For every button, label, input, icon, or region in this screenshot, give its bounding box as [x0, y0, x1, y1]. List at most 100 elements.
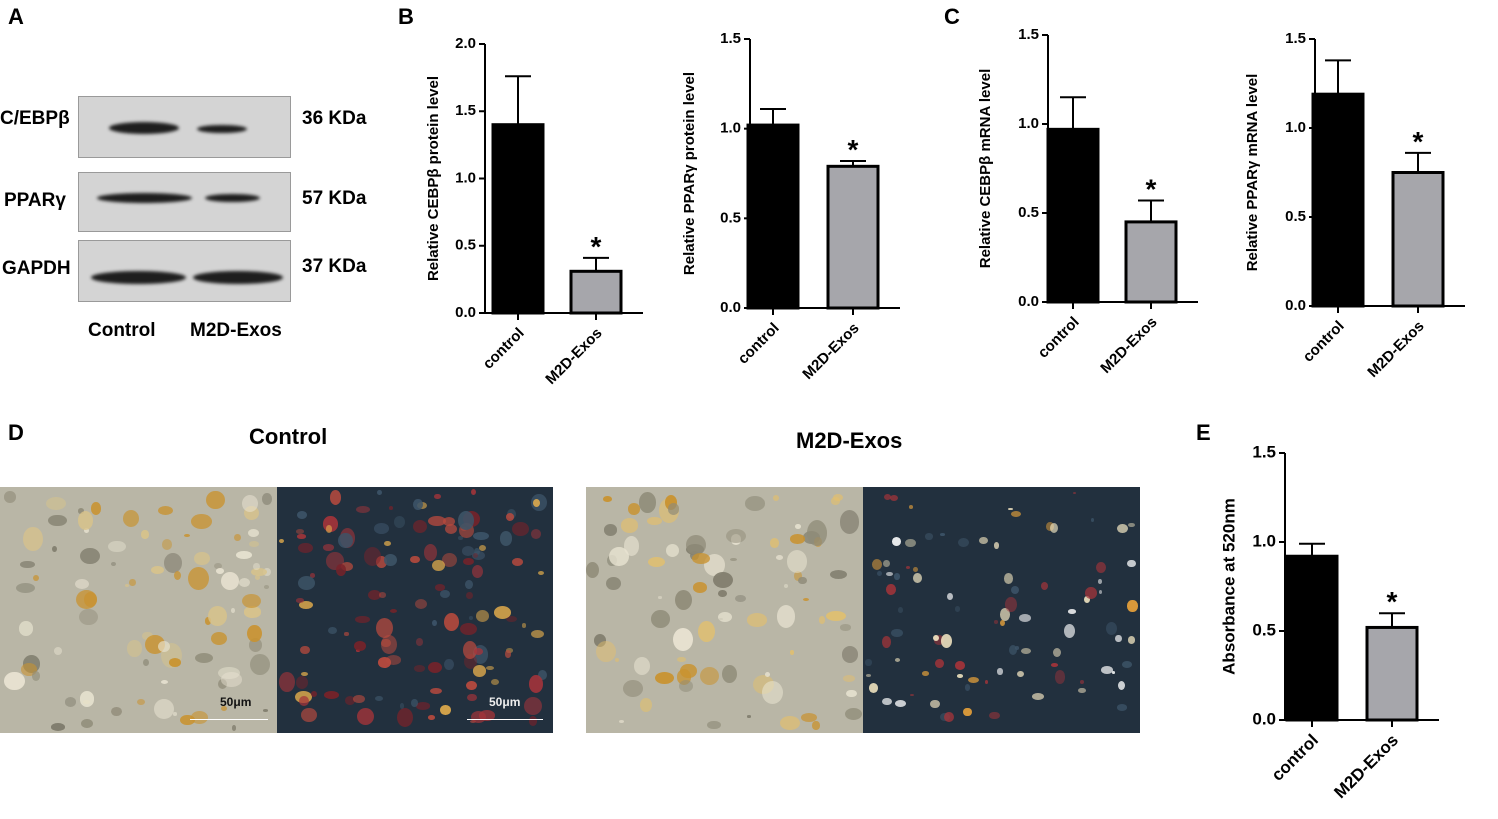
micrograph-title-control: Control — [249, 424, 328, 449]
cell-blob — [876, 570, 882, 576]
cell-blob — [460, 622, 478, 636]
cell-blob — [1053, 647, 1062, 657]
cell-blob — [472, 552, 479, 558]
cell-blob — [1040, 581, 1049, 590]
cell-blob — [802, 597, 810, 602]
cell-blob — [300, 646, 310, 655]
cell-blob — [512, 521, 529, 536]
cell-blob — [157, 640, 170, 652]
y-tick-label: 0.0 — [1285, 297, 1306, 314]
cell-blob — [639, 697, 652, 712]
cell-blob — [924, 533, 934, 540]
cell-blob — [279, 539, 285, 544]
cell-blob — [929, 699, 940, 709]
cell-blob — [462, 557, 474, 566]
cell-blob — [505, 650, 511, 658]
y-tick-label: 1.5 — [1252, 442, 1276, 461]
cell-blob — [51, 723, 66, 731]
cell-blob — [220, 672, 243, 687]
panel-letter-e: E — [1196, 420, 1211, 445]
cell-blob — [505, 513, 514, 522]
micrograph-title-treated: M2D-Exos — [796, 428, 903, 453]
cell-blob — [922, 671, 929, 676]
cell-blob — [354, 615, 370, 624]
cell-blob — [129, 578, 136, 586]
cell-blob — [242, 494, 259, 513]
cell-blob — [79, 608, 99, 626]
cell-blob — [1067, 609, 1077, 614]
cell-blob — [90, 502, 102, 515]
cell-blob — [428, 515, 446, 527]
cell-blob — [1126, 559, 1136, 568]
cell-blob — [865, 674, 872, 678]
cell-blob — [377, 656, 392, 668]
cell-blob — [279, 671, 295, 693]
cell-blob — [680, 663, 697, 679]
cell-blob — [471, 550, 485, 561]
micrograph-control-oil-red: 50μm — [277, 487, 553, 733]
cell-blob — [214, 563, 223, 570]
cell-blob — [521, 623, 527, 628]
cell-blob — [865, 659, 872, 666]
cell-blob — [20, 560, 35, 569]
cell-blob — [1116, 704, 1128, 711]
cell-blob — [33, 574, 40, 581]
cell-blob — [443, 613, 459, 632]
cell-blob — [485, 665, 495, 671]
cell-blob — [158, 506, 174, 516]
cell-blob — [384, 553, 398, 566]
x-tick-label: M2D-Exos — [1097, 314, 1160, 377]
bar — [1391, 171, 1445, 308]
cell-blob — [188, 566, 210, 591]
cell-blob — [840, 624, 851, 631]
cell-blob — [905, 538, 916, 548]
cell-blob — [506, 615, 517, 623]
cell-blob — [298, 695, 309, 707]
cell-blob — [686, 534, 706, 556]
cell-blob — [886, 571, 893, 576]
cell-blob — [935, 658, 944, 669]
cell-blob — [639, 492, 656, 513]
cell-blob — [530, 630, 545, 639]
cell-blob — [1072, 492, 1077, 495]
cell-blob — [871, 559, 882, 570]
cell-blob — [309, 573, 316, 579]
cell-blob — [247, 529, 259, 538]
cell-blob — [231, 607, 236, 613]
cell-blob — [1127, 600, 1138, 612]
cell-blob — [957, 674, 964, 678]
cell-blob — [746, 714, 752, 718]
cell-blob — [895, 657, 901, 662]
cell-blob — [1112, 671, 1116, 674]
bar — [491, 123, 545, 315]
cell-blob — [932, 634, 939, 641]
blot-lane-label: Control — [88, 320, 156, 341]
cell-blob — [440, 705, 451, 715]
cell-blob — [415, 638, 424, 647]
cell-blob — [376, 555, 388, 569]
blot-size-label: 36 KDa — [302, 108, 367, 129]
cell-blob — [786, 550, 808, 573]
cell-blob — [908, 505, 913, 510]
y-tick-label: 1.5 — [1018, 26, 1039, 43]
micrograph-control-brightfield: 50μm — [0, 487, 277, 733]
cell-blob — [297, 534, 306, 539]
blot-band — [109, 122, 179, 134]
cell-blob — [183, 533, 190, 538]
cell-blob — [1090, 517, 1094, 522]
cell-blob — [499, 531, 513, 546]
cell-blob — [75, 579, 90, 590]
cell-blob — [832, 494, 843, 502]
cell-blob — [609, 546, 630, 567]
cell-blob — [883, 494, 891, 501]
cell-blob — [208, 606, 228, 627]
cell-blob — [338, 532, 353, 549]
cell-blob — [411, 699, 418, 708]
cell-blob — [665, 543, 680, 558]
cell-blob — [776, 555, 784, 561]
cell-blob — [432, 619, 438, 627]
cell-blob — [356, 505, 371, 513]
cell-blob — [779, 716, 801, 731]
y-axis-label: Relative CEBPβ mRNA level — [977, 69, 994, 269]
cell-blob — [173, 712, 178, 716]
